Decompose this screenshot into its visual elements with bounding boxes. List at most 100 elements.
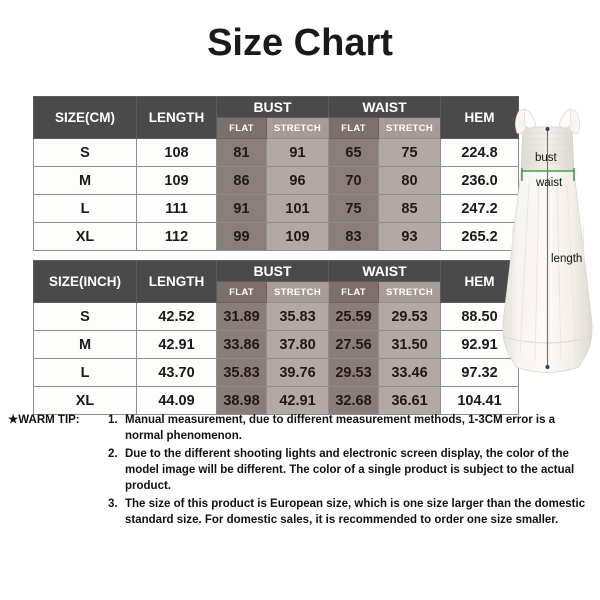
cell-size: M [33,166,137,195]
cell-bust-flat: 99 [216,222,267,251]
warm-tip-item: 2. Due to the different shooting lights a… [108,446,592,495]
cell-hem: 224.8 [440,138,519,167]
cell-length: 109 [136,166,217,195]
dress-label-waist: waist [536,177,563,189]
column-header-length: LENGTH [136,260,217,303]
cell-bust-stretch: 42.91 [266,386,329,415]
column-header-waist-stretch: STRETCH [378,281,441,303]
column-group-header-waist: WAIST [328,260,441,282]
column-header-waist-flat: FLAT [328,117,379,139]
warm-tip-list: 1. Manual measurement, due to different m… [108,412,592,528]
cell-waist-flat: 83 [328,222,379,251]
cell-waist-flat: 25.59 [328,302,379,331]
cell-length: 112 [136,222,217,251]
cell-bust-flat: 81 [216,138,267,167]
cell-waist-flat: 27.56 [328,330,379,359]
table-row: XL 112 99 109 83 93 265.2 [33,222,519,251]
table-row: S 108 81 91 65 75 224.8 [33,138,519,167]
cell-waist-stretch: 93 [378,222,441,251]
table-body-inch: S 42.52 31.89 35.83 25.59 29.53 88.50 M … [33,302,519,415]
warm-tip-number: 1. [108,414,118,426]
cell-waist-stretch: 29.53 [378,302,441,331]
table-header-cm: SIZE(CM) LENGTH BUST WAIST HEM FLAT STRE… [33,96,519,139]
dress-illustration: bust waist length [495,105,600,395]
warm-tip-item: 1. Manual measurement, due to different m… [108,412,592,445]
column-header-length: LENGTH [136,96,217,139]
cell-bust-stretch: 101 [266,194,329,223]
cell-waist-stretch: 33.46 [378,358,441,387]
dress-bow-right [558,108,572,129]
cell-hem: 265.2 [440,222,519,251]
cell-bust-flat: 31.89 [216,302,267,331]
column-header-hem: HEM [440,96,519,139]
cell-length: 43.70 [136,358,217,387]
cell-bust-flat: 91 [216,194,267,223]
cell-bust-flat: 35.83 [216,358,267,387]
dress-folds [509,182,587,362]
column-header-bust-stretch: STRETCH [266,281,329,303]
cell-hem: 97.32 [440,358,519,387]
cell-length: 108 [136,138,217,167]
cell-waist-flat: 29.53 [328,358,379,387]
cell-size: M [33,330,137,359]
table-row: S 42.52 31.89 35.83 25.59 29.53 88.50 [33,302,519,331]
cell-bust-flat: 38.98 [216,386,267,415]
cell-length: 42.91 [136,330,217,359]
cell-waist-flat: 32.68 [328,386,379,415]
cell-waist-stretch: 85 [378,194,441,223]
cell-waist-stretch: 31.50 [378,330,441,359]
warm-tip-text: Due to the different shooting lights and… [125,447,575,493]
dress-label-length: length [551,253,583,265]
cell-bust-stretch: 91 [266,138,329,167]
cell-bust-stretch: 35.83 [266,302,329,331]
cell-waist-stretch: 75 [378,138,441,167]
table-row: XL 44.09 38.98 42.91 32.68 36.61 104.41 [33,386,519,415]
size-table-inch: SIZE(INCH) LENGTH BUST WAIST HEM FLAT ST… [33,260,519,415]
cell-size: XL [33,222,137,251]
warm-tip-number: 3. [108,497,118,510]
cell-bust-stretch: 109 [266,222,329,251]
cell-waist-flat: 65 [328,138,379,167]
warm-tip-number: 2. [108,447,118,460]
table-row: L 111 91 101 75 85 247.2 [33,194,519,223]
warm-tip-section: ★WARM TIP: 1. Manual measurement, due to … [8,412,592,528]
column-group-header-bust: BUST [216,260,329,282]
cell-size: S [33,138,137,167]
cell-bust-stretch: 39.76 [266,358,329,387]
column-header-size: SIZE(INCH) [33,260,137,303]
cell-size: L [33,358,137,387]
column-header-bust-flat: FLAT [216,281,267,303]
cell-bust-flat: 86 [216,166,267,195]
column-header-size: SIZE(CM) [33,96,137,139]
cell-size: XL [33,386,137,415]
size-table-cm: SIZE(CM) LENGTH BUST WAIST HEM FLAT STRE… [33,96,519,251]
table-header-inch: SIZE(INCH) LENGTH BUST WAIST HEM FLAT ST… [33,260,519,303]
table-row: L 43.70 35.83 39.76 29.53 33.46 97.32 [33,358,519,387]
column-header-bust-flat: FLAT [216,117,267,139]
table-row: M 42.91 33.86 37.80 27.56 31.50 92.91 [33,330,519,359]
dress-diagram-svg [502,108,593,373]
cell-size: L [33,194,137,223]
cell-size: S [33,302,137,331]
table-body-cm: S 108 81 91 65 75 224.8 M 109 86 96 70 8… [33,138,519,251]
cell-length: 42.52 [136,302,217,331]
cell-waist-stretch: 80 [378,166,441,195]
cell-length: 44.09 [136,386,217,415]
length-guide-bottom-marker [545,365,550,369]
length-guide-top-marker [545,127,550,131]
cell-bust-stretch: 37.80 [266,330,329,359]
warm-tip-text: Manual measurement, due to different mea… [125,414,556,443]
column-header-hem: HEM [440,260,519,303]
column-group-header-bust: BUST [216,96,329,118]
column-group-header-waist: WAIST [328,96,441,118]
page-title: Size Chart [207,22,393,64]
cell-waist-stretch: 36.61 [378,386,441,415]
cell-length: 111 [136,194,217,223]
cell-bust-flat: 33.86 [216,330,267,359]
warm-tip-item: 3. The size of this product is European s… [108,496,592,529]
cell-bust-stretch: 96 [266,166,329,195]
column-header-waist-stretch: STRETCH [378,117,441,139]
size-tables-container: SIZE(CM) LENGTH BUST WAIST HEM FLAT STRE… [33,96,519,415]
table-row: M 109 86 96 70 80 236.0 [33,166,519,195]
warm-tip-heading: ★WARM TIP: [8,414,80,426]
